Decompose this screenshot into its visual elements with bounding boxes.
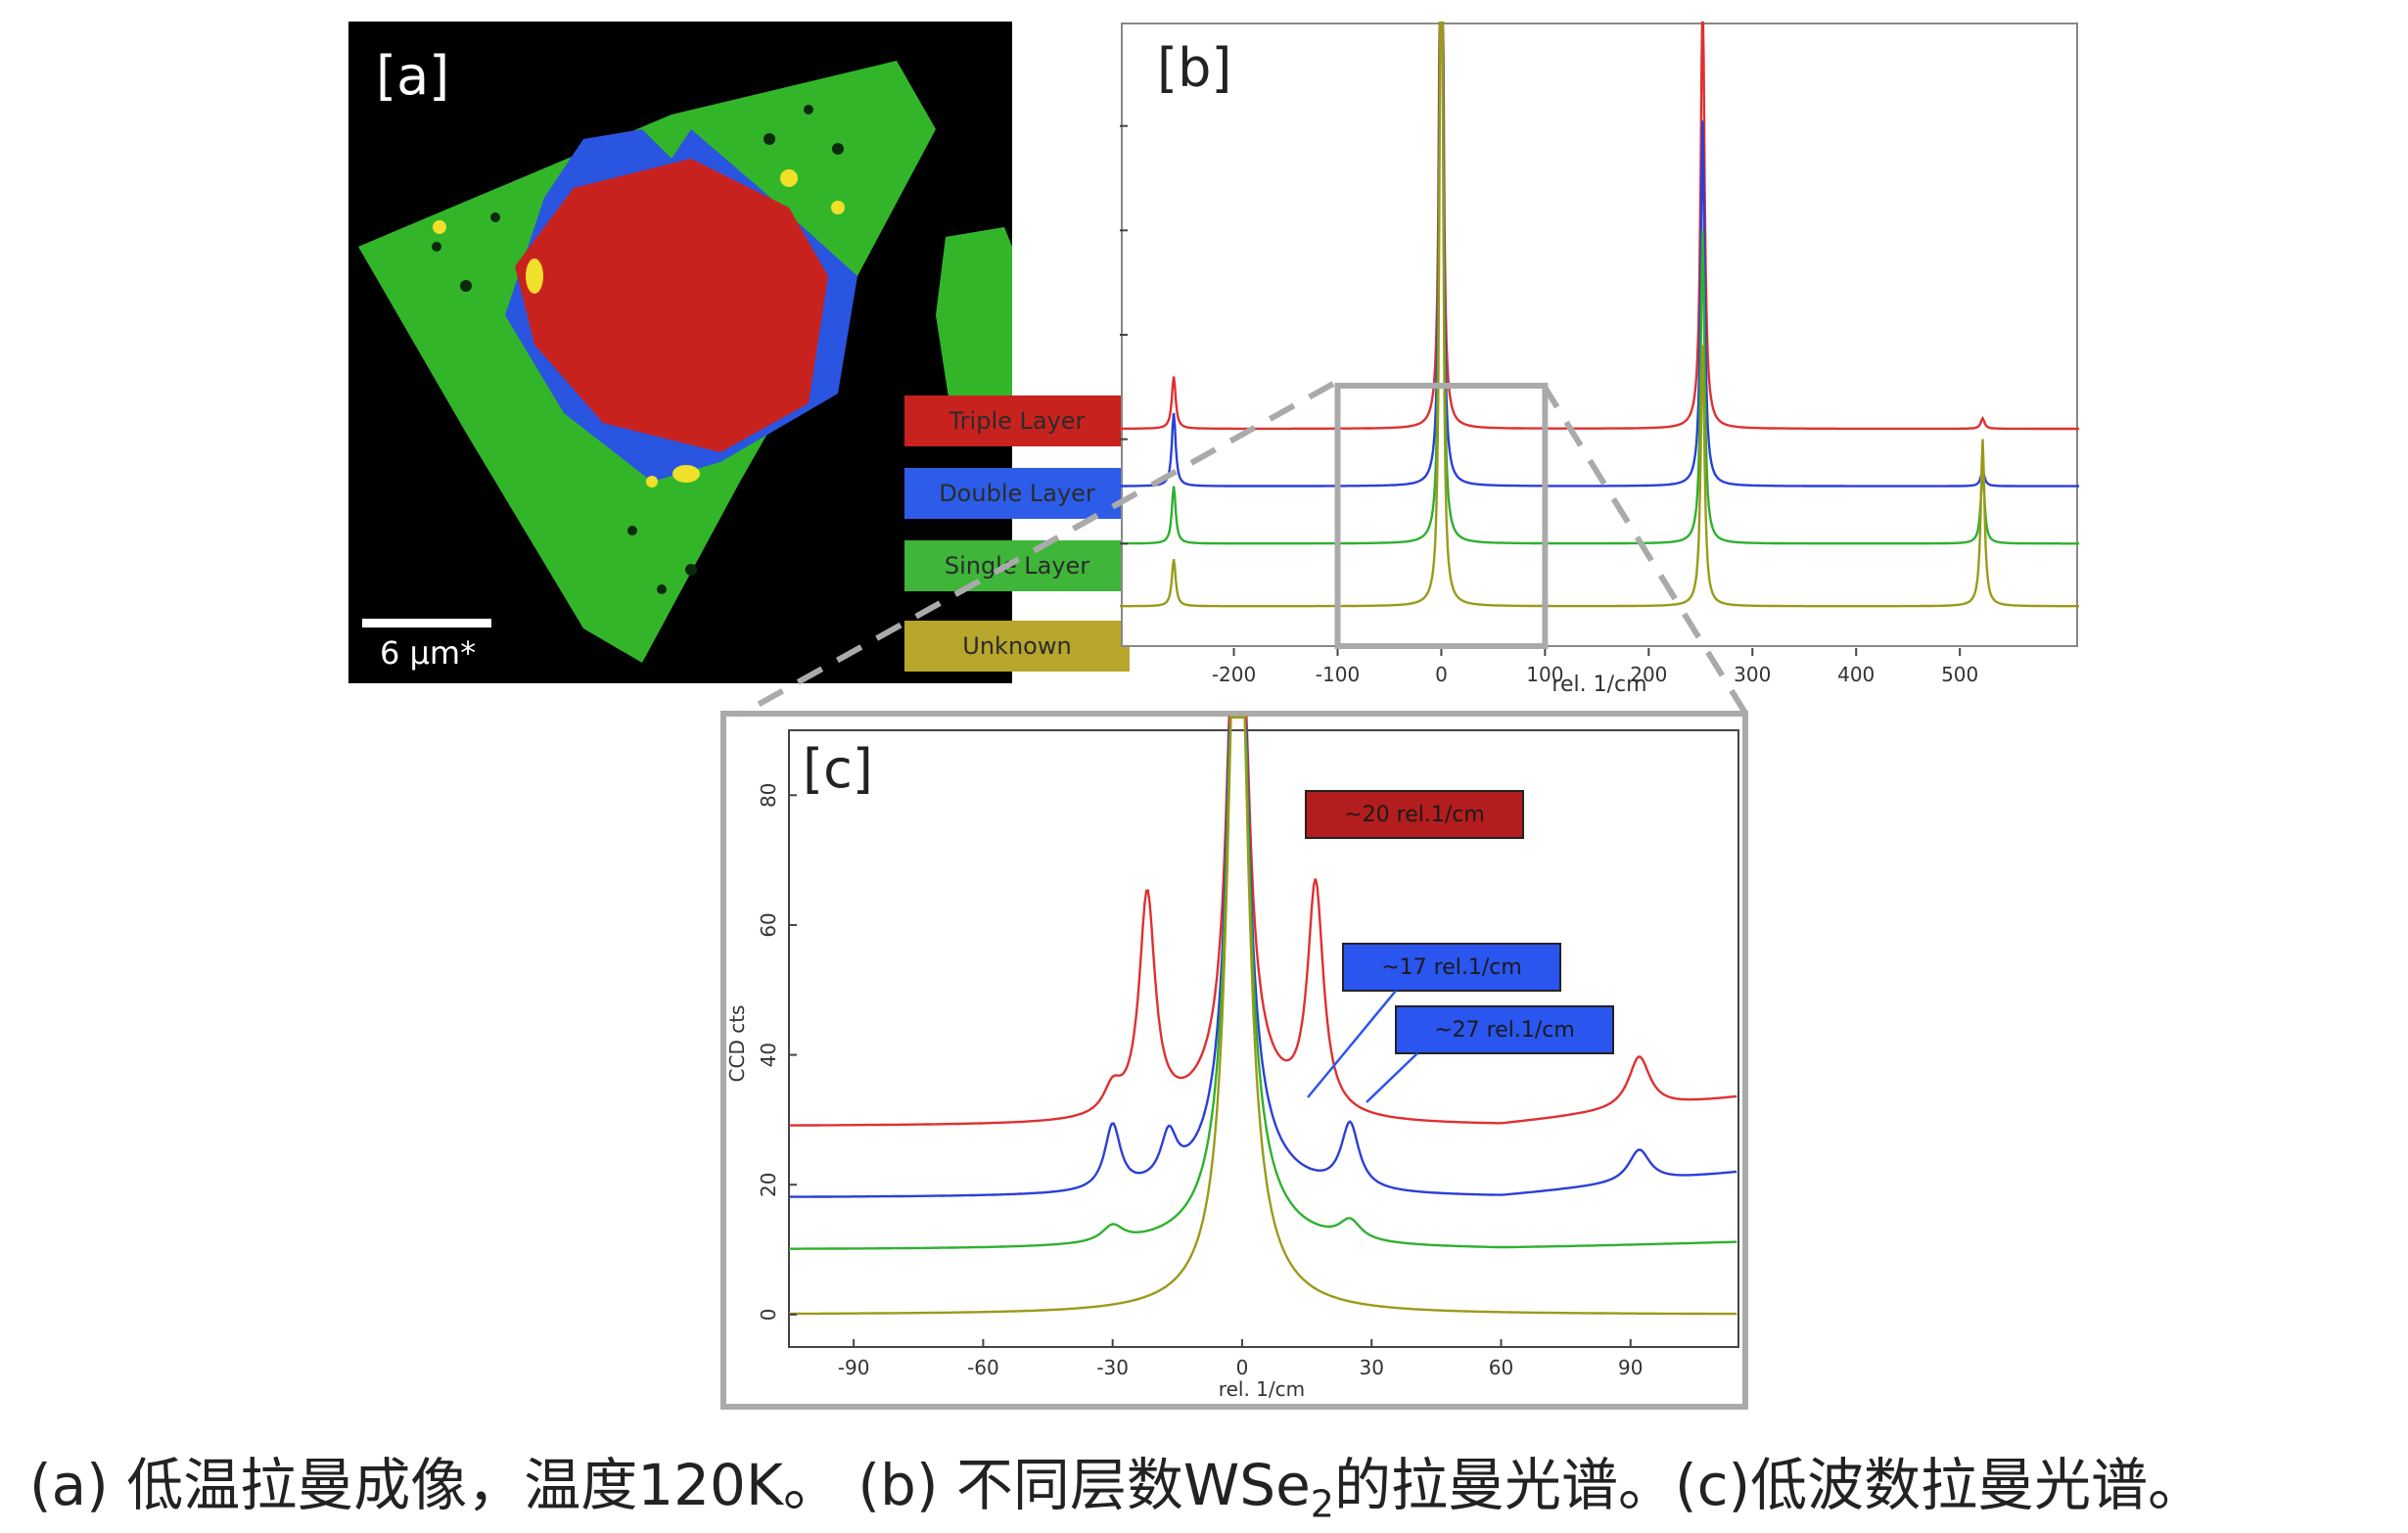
x-tick-label-b: 300	[1734, 663, 1771, 686]
low-wavenumber-panel: -90 -60 -30 0 30 60 90 0 20 40 60 80 rel. 1/cm CCD ct…	[720, 711, 1748, 1410]
defect-dots	[432, 105, 844, 594]
x-tick-label-b: -100	[1316, 663, 1360, 686]
raman-spectra-chart: -200-100010020030040050020406080100rel. …	[1062, 0, 2079, 697]
x-tick-label-b: 0	[1435, 663, 1448, 686]
legend-single-layer: Single Layer	[904, 540, 1130, 591]
annotation-text-0: ~20 rel.1/cm	[1344, 803, 1485, 827]
annotation-box-1	[1342, 943, 1561, 992]
annotation-text-2: ~27 rel.1/cm	[1434, 1018, 1575, 1043]
x-tick-label-c: -90	[838, 1356, 870, 1379]
low-wavenumber-chart: -90 -60 -30 0 30 60 90 0 20 40 60 80 rel. 1/cm CCD ct…	[720, 711, 1748, 1410]
spectrum-line-c-1	[789, 716, 1737, 1198]
y-axis-label-c: CCD cts	[725, 1005, 749, 1083]
zoom-frame-c	[720, 711, 1748, 1410]
scale-bar-label: 6 µm*	[380, 634, 477, 672]
x-tick-label-c: 90	[1618, 1356, 1643, 1379]
caption-subscript: 2	[1310, 1482, 1334, 1526]
spectrum-line-c-2	[789, 716, 1737, 1250]
annotation-pointer-17	[1307, 990, 1397, 1098]
annotation-pointer-27	[1366, 1052, 1418, 1103]
unknown-dots	[433, 169, 845, 488]
plot-frame-b	[1121, 23, 2078, 647]
figure-caption: (a) 低温拉曼成像，温度120K。 (b) 不同层数WSe2的拉曼光谱。(c)…	[29, 1439, 2398, 1526]
plot-frame-c	[788, 729, 1739, 1348]
x-axis-label-b: rel. 1/cm	[1551, 673, 1646, 697]
x-tick-label-b: -200	[1212, 663, 1256, 686]
y-tick-label-c: 60	[757, 912, 780, 937]
spectrum-line-c-3	[789, 716, 1737, 1316]
x-tick-label-b: 400	[1837, 663, 1875, 686]
x-tick-label-c: 0	[1236, 1356, 1249, 1379]
legend-double-layer: Double Layer	[904, 468, 1130, 519]
y-tick-label-c: 20	[757, 1172, 780, 1196]
y-tick-label-c: 80	[757, 783, 780, 808]
annotation-box-0	[1305, 790, 1524, 839]
annotation-box-2	[1395, 1005, 1614, 1054]
spectrum-line-c-0	[789, 716, 1737, 1127]
x-tick-label-c: 60	[1489, 1356, 1513, 1379]
x-axis-label-c: rel. 1/cm	[1219, 1377, 1305, 1401]
legend-unknown: Unknown	[904, 621, 1130, 672]
panel-b-label: [b]	[1157, 37, 1231, 99]
panel-a-label: [a]	[376, 45, 450, 107]
x-tick-label-c: -60	[967, 1356, 999, 1379]
legend-triple-layer: Triple Layer	[904, 395, 1130, 446]
x-tick-label-b: 500	[1941, 663, 1978, 686]
triple-layer-region	[515, 159, 828, 452]
y-tick-label-c: 40	[757, 1043, 780, 1067]
annotation-text-1: ~17 rel.1/cm	[1381, 955, 1522, 980]
scale-bar	[362, 619, 491, 627]
raman-spectra-panel: -200-100010020030040050020406080100rel. …	[1062, 0, 2079, 697]
x-tick-label-c: 30	[1360, 1356, 1384, 1379]
panel-c-label: [c]	[803, 738, 873, 800]
y-tick-label-c: 0	[757, 1308, 780, 1321]
caption-part2: 的拉曼光谱。(c)低波数拉曼光谱。	[1333, 1452, 2205, 1518]
x-tick-label-c: -30	[1096, 1356, 1129, 1379]
caption-part1: (a) 低温拉曼成像，温度120K。 (b) 不同层数WSe	[29, 1452, 1311, 1518]
